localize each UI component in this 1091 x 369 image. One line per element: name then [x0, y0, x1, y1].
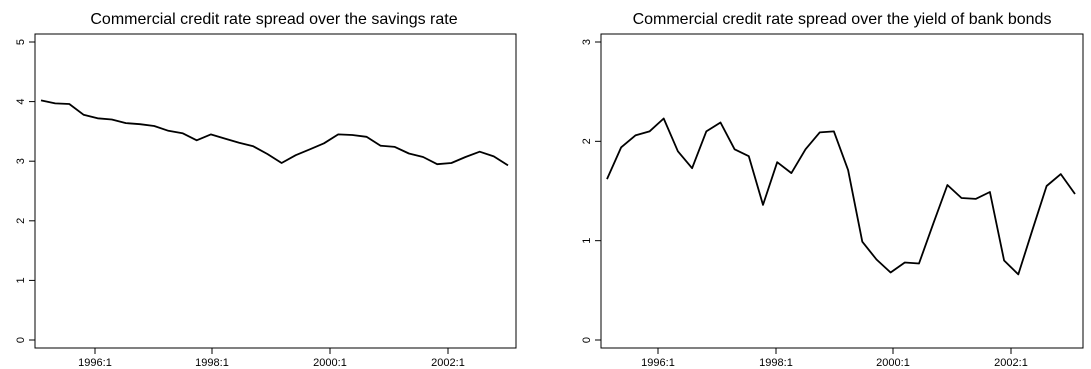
- chart-title: Commercial credit rate spread over the y…: [633, 11, 1052, 28]
- x-tick-label: 1996:1: [641, 357, 675, 369]
- y-tick-label: 5: [15, 39, 27, 45]
- x-tick-label: 2002:1: [431, 357, 465, 369]
- y-tick-label: 4: [15, 99, 27, 105]
- series-line: [40, 99, 509, 167]
- chart-panel-1: Commercial credit rate spread over the s…: [15, 11, 517, 369]
- plot-frame: [600, 33, 1084, 349]
- x-tick-label: 1998:1: [759, 357, 793, 369]
- x-tick-label: 2002:1: [994, 357, 1028, 369]
- y-tick-label: 0: [581, 337, 593, 343]
- y-tick-label: 2: [15, 218, 27, 224]
- plot-frame: [34, 33, 517, 349]
- x-tick-label: 2000:1: [876, 357, 910, 369]
- chart-panel-2: Commercial credit rate spread over the y…: [581, 11, 1084, 369]
- y-tick-label: 1: [15, 277, 27, 283]
- y-tick-label: 3: [15, 158, 27, 164]
- x-tick-label: 2000:1: [313, 357, 347, 369]
- chart-title: Commercial credit rate spread over the s…: [90, 11, 457, 28]
- y-tick-label: 0: [15, 337, 27, 343]
- x-tick-label: 1996:1: [78, 357, 112, 369]
- series-line: [606, 117, 1076, 276]
- x-tick-label: 1998:1: [195, 357, 229, 369]
- y-tick-label: 2: [581, 138, 593, 144]
- y-tick-label: 3: [581, 39, 593, 45]
- y-tick-label: 1: [581, 238, 593, 244]
